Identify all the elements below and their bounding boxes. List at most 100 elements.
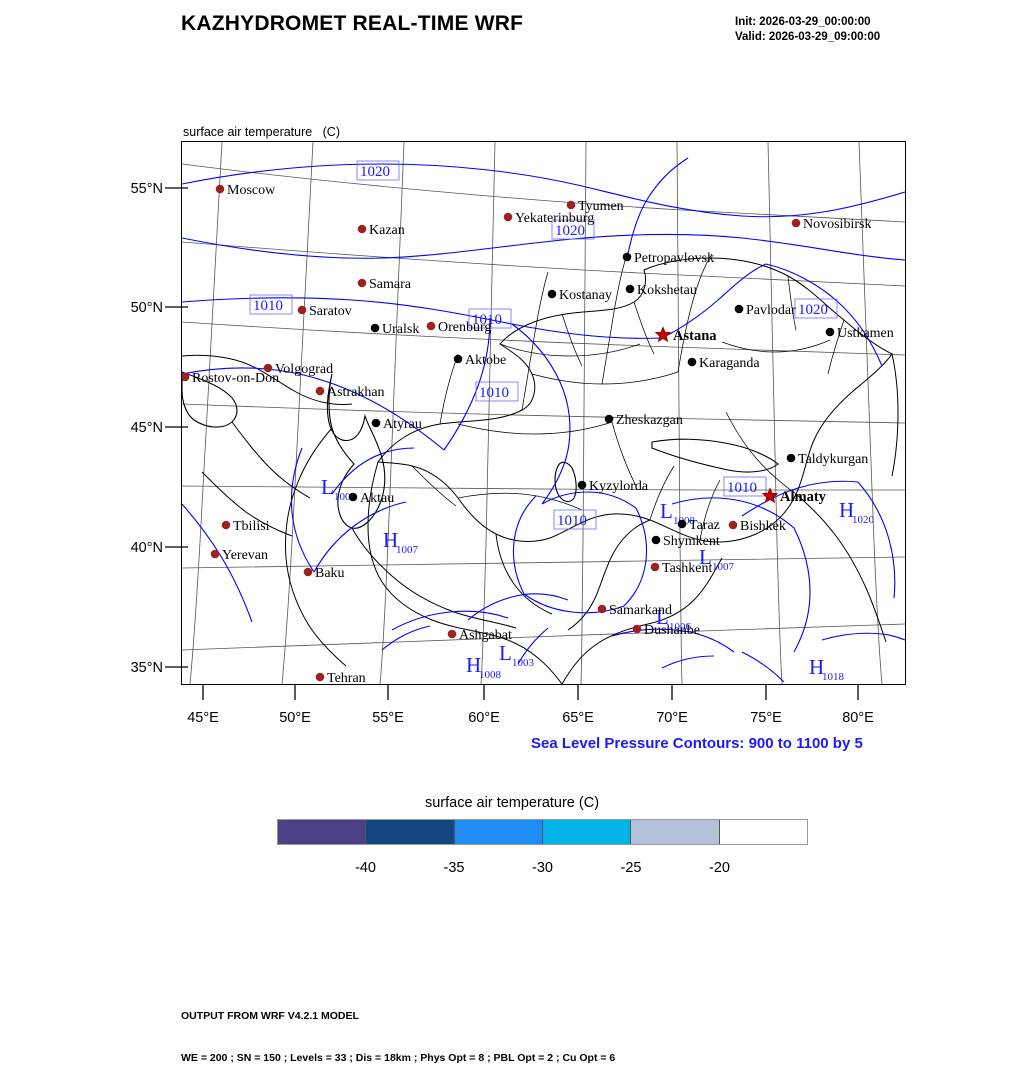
city-dot-red-icon <box>297 305 307 315</box>
map-axes: 55°N 50°N 45°N 40°N 35°N 45°E 50°E 55°E 60°E 65°… <box>131 181 875 726</box>
city-marker[interactable]: Kostanay <box>547 288 612 303</box>
city-marker[interactable]: Volgograd <box>263 362 333 377</box>
city-marker[interactable]: Kazan <box>357 223 405 238</box>
city-label: Rostov-on-Don <box>192 371 279 386</box>
city-marker[interactable]: Astana <box>654 326 717 344</box>
city-marker[interactable]: Baku <box>303 566 345 581</box>
colorbar-swatch-0[interactable] <box>278 820 367 844</box>
city-marker[interactable]: Pavlodar <box>734 303 796 318</box>
city-label: Uralsk <box>382 322 419 337</box>
lon-tick-label: 50°E <box>279 710 311 726</box>
city-marker[interactable]: Samara <box>357 277 412 292</box>
city-label: Dushanbe <box>644 623 700 638</box>
city-marker[interactable]: Taldykurgan <box>786 452 869 467</box>
city-dot-red-icon <box>447 629 457 639</box>
city-label: Tyumen <box>578 199 624 214</box>
city-marker[interactable]: Bishkek <box>728 519 786 534</box>
lat-tick-label: 55°N <box>131 181 163 197</box>
city-dot-red-icon <box>566 200 576 210</box>
city-marker[interactable]: Yerevan <box>210 548 268 563</box>
colorbar-tick: -20 <box>709 860 730 876</box>
city-marker[interactable]: Petropavlovsk <box>622 251 714 266</box>
run-time-block: Init: 2026-03-29_00:00:00 Valid: 2026-03… <box>735 15 880 45</box>
contour-label: 1020 <box>794 298 838 319</box>
city-marker[interactable]: Kyzylorda <box>577 479 649 494</box>
city-marker[interactable]: Rostov-on-Don <box>182 371 279 386</box>
city-marker[interactable]: Aktau <box>348 491 395 506</box>
lon-tick-label: 70°E <box>656 710 688 726</box>
colorbar-title: surface air temperature (C) <box>424 795 600 811</box>
city-label: Novosibirsk <box>803 217 871 232</box>
city-marker[interactable]: Moscow <box>215 183 276 198</box>
city-marker[interactable]: Aktobe <box>453 353 507 368</box>
pressure-center-value: 1018 <box>822 671 845 683</box>
city-marker[interactable]: Ustkamen <box>825 326 894 341</box>
contour-label: 1020 <box>356 160 400 181</box>
city-marker[interactable]: Zheskazgan <box>604 413 683 428</box>
city-label: Volgograd <box>275 362 333 377</box>
contour-label: 1010 <box>468 308 512 329</box>
city-label: Karaganda <box>699 356 760 371</box>
city-marker[interactable]: Karaganda <box>687 356 761 371</box>
city-label: Ustkamen <box>837 326 894 341</box>
contour-caption: Sea Level Pressure Contours: 900 to 1100… <box>531 735 863 752</box>
city-marker[interactable]: Orenburg <box>426 320 492 335</box>
city-dot-black-icon <box>677 519 687 529</box>
contour-label: 1010 <box>723 476 767 497</box>
city-dot-black-icon <box>687 357 697 367</box>
city-marker[interactable]: Almaty <box>761 487 827 505</box>
colorbar-swatch-1[interactable] <box>366 820 455 844</box>
contour-label-text: 1020 <box>798 302 828 318</box>
city-marker[interactable]: Astrakhan <box>315 385 385 400</box>
colorbar-tick: -25 <box>620 860 642 876</box>
city-marker[interactable]: Tashkent <box>650 561 713 576</box>
city-marker[interactable]: Tbilisi <box>221 519 270 534</box>
city-dot-red-icon <box>632 624 642 634</box>
city-dot-black-icon <box>370 323 380 333</box>
city-label: Zheskazgan <box>616 413 683 428</box>
city-marker[interactable]: Kokshetau <box>625 283 697 298</box>
pressure-center-letter: H <box>839 498 854 522</box>
city-label: Moscow <box>227 183 276 198</box>
city-dot-red-icon <box>503 212 513 222</box>
city-label: Kazan <box>369 223 405 238</box>
city-label: Pavlodar <box>746 303 796 318</box>
city-marker[interactable]: Shymkent <box>651 534 720 549</box>
colorbar-swatch-5[interactable] <box>719 820 807 844</box>
city-label: Atyrau <box>383 417 422 432</box>
city-dot-black-icon <box>786 453 796 463</box>
colorbar-swatch-4[interactable] <box>631 820 720 844</box>
contour-label: 1010 <box>553 509 597 530</box>
city-marker[interactable]: Novosibirsk <box>791 217 872 232</box>
pressure-center-l: L 1006 <box>656 605 692 633</box>
city-marker[interactable]: Atyrau <box>371 417 422 432</box>
colorbar[interactable] <box>277 819 808 845</box>
city-dot-black-icon <box>622 252 632 262</box>
city-marker[interactable]: Tyumen <box>566 199 624 214</box>
city-marker[interactable]: Tehran <box>315 671 366 684</box>
lon-tick-label: 45°E <box>187 710 219 726</box>
city-marker[interactable]: Samarkand <box>597 603 672 618</box>
city-marker[interactable]: Dushanbe <box>632 623 700 638</box>
city-marker[interactable]: Yekaterinburg <box>503 211 595 226</box>
city-label: Kyzylorda <box>589 479 649 494</box>
pressure-center-value: 1006 <box>669 621 692 633</box>
colorbar-swatch-2[interactable] <box>454 820 543 844</box>
contour-label-text: 1010 <box>479 385 509 401</box>
city-dot-red-icon <box>315 672 325 682</box>
city-dot-black-icon <box>651 535 661 545</box>
colorbar-swatch-3[interactable] <box>542 820 632 844</box>
city-marker[interactable]: Uralsk <box>370 322 420 337</box>
lat-tick-label: 35°N <box>131 660 163 676</box>
city-label: Kostanay <box>559 288 612 303</box>
city-marker[interactable]: Taraz <box>677 518 720 533</box>
city-dot-red-icon <box>210 549 220 559</box>
city-marker[interactable]: Saratov <box>297 304 352 319</box>
contour-label-box <box>468 308 512 329</box>
weather-map[interactable]: 1020 1020 1010 1020 1010 1010 1010 1010 L 1008 H 1… <box>181 141 906 685</box>
colorbar-tick-labels: -40 -35 -30 -25 -20 <box>277 860 808 880</box>
city-marker[interactable]: Ashgabat <box>447 628 512 643</box>
city-dot-red-icon <box>597 604 607 614</box>
